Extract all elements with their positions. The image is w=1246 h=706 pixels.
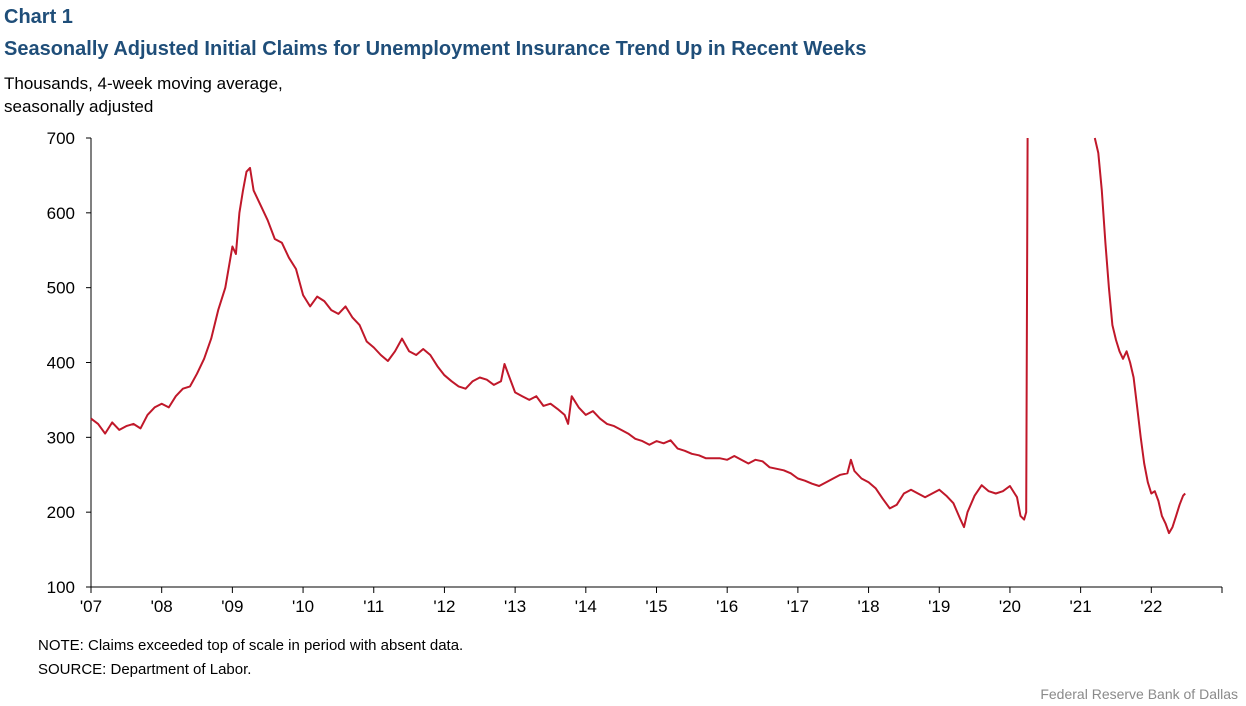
x-tick-label: '22: [1140, 597, 1162, 616]
x-tick-label: '13: [504, 597, 526, 616]
y-tick-label: 700: [47, 129, 75, 148]
x-tick-label: '21: [1070, 597, 1092, 616]
y-tick-label: 600: [47, 204, 75, 223]
y-tick-label: 400: [47, 354, 75, 373]
x-tick-label: '17: [787, 597, 809, 616]
chart-credit: Federal Reserve Bank of Dallas: [1040, 686, 1238, 702]
chart-label: Chart 1: [4, 6, 73, 28]
x-tick-label: '14: [575, 597, 597, 616]
y-axis-unit-line-1: Thousands, 4-week moving average,: [4, 74, 283, 93]
x-tick-label: '08: [151, 597, 173, 616]
y-tick-label: 100: [47, 578, 75, 597]
y-tick-label: 200: [47, 503, 75, 522]
series-layer: [90, 137, 1186, 535]
y-axis-unit-line-2: seasonally adjusted: [4, 97, 154, 116]
x-tick-label: '18: [857, 597, 879, 616]
chart-note: NOTE: Claims exceeded top of scale in pe…: [38, 637, 464, 654]
x-tick-label: '12: [433, 597, 455, 616]
chart-source: SOURCE: Department of Labor.: [38, 661, 252, 678]
y-tick-label: 300: [47, 428, 75, 447]
chart-title: Seasonally Adjusted Initial Claims for U…: [4, 38, 867, 60]
x-tick-label: '19: [928, 597, 950, 616]
x-tick-label: '09: [221, 597, 243, 616]
series-line-segment: [1093, 137, 1186, 535]
x-tick-label: '07: [80, 597, 102, 616]
x-tick-label: '20: [999, 597, 1021, 616]
x-tick-label: '16: [716, 597, 738, 616]
y-tick-label: 500: [47, 279, 75, 298]
chart-axes: 100 200 300 400 500 600 700 '07 '08 '09 '10 '11 '12 '…: [47, 129, 1223, 616]
x-tick-label: '15: [645, 597, 667, 616]
x-tick-label: '10: [292, 597, 314, 616]
x-tick-label: '11: [363, 597, 384, 616]
y-axis-unit-label: Thousands, 4-week moving average, season…: [4, 72, 283, 118]
series-line-segment: [90, 137, 1029, 529]
